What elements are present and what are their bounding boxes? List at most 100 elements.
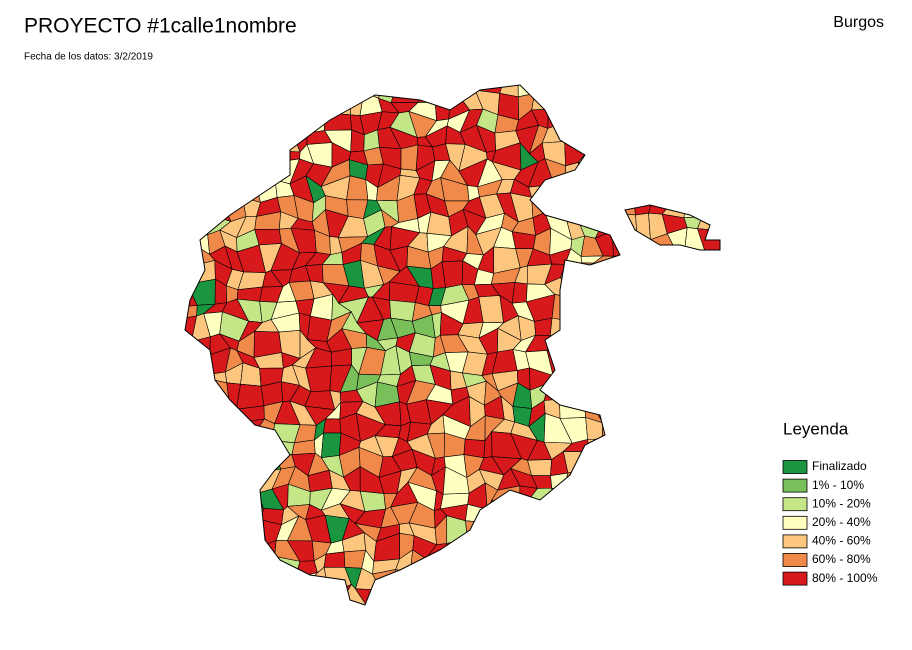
municipality <box>400 144 419 171</box>
municipality <box>185 347 211 376</box>
municipality <box>253 123 281 154</box>
municipality <box>549 583 571 605</box>
municipality <box>581 262 605 290</box>
municipality <box>628 300 651 324</box>
municipality <box>203 551 222 569</box>
municipality <box>562 503 581 527</box>
municipality <box>203 107 233 138</box>
municipality <box>525 519 553 546</box>
municipality <box>534 532 553 564</box>
municipality <box>423 601 452 605</box>
municipality <box>584 586 602 605</box>
municipality <box>223 505 240 529</box>
municipality <box>647 540 673 559</box>
municipality <box>581 124 597 155</box>
municipality <box>257 150 282 168</box>
municipality <box>617 552 641 580</box>
municipality <box>583 294 606 322</box>
municipality <box>474 584 505 605</box>
municipality <box>615 566 641 596</box>
municipality <box>260 601 282 605</box>
municipality <box>650 164 674 185</box>
municipality <box>565 162 588 188</box>
municipality <box>253 112 281 138</box>
municipality <box>630 114 658 137</box>
municipality <box>696 566 714 594</box>
municipality <box>185 176 195 205</box>
municipality <box>713 587 720 605</box>
municipality <box>191 535 210 560</box>
municipality <box>663 413 683 438</box>
municipality <box>665 277 691 308</box>
municipality <box>596 519 617 546</box>
municipality <box>628 473 654 485</box>
municipality <box>698 431 720 455</box>
municipality <box>478 295 504 324</box>
municipality <box>601 465 614 489</box>
municipality <box>214 604 233 605</box>
municipality <box>593 574 618 588</box>
municipality <box>610 472 641 488</box>
municipality <box>411 601 426 605</box>
municipality <box>703 532 720 560</box>
municipality <box>564 185 588 205</box>
municipality <box>718 431 720 455</box>
municipality <box>408 590 432 605</box>
municipality <box>610 399 635 425</box>
municipality <box>681 447 700 477</box>
municipality <box>579 549 598 576</box>
municipality <box>601 455 623 474</box>
municipality <box>185 96 193 121</box>
municipality <box>551 609 563 629</box>
municipality <box>190 499 215 527</box>
municipality <box>644 601 668 605</box>
municipality <box>584 466 607 489</box>
municipality <box>687 363 696 393</box>
municipality <box>206 451 231 470</box>
municipality <box>645 315 674 342</box>
municipality <box>577 96 605 115</box>
municipality <box>696 328 719 358</box>
municipality <box>534 317 553 336</box>
municipality <box>561 534 587 563</box>
municipality <box>687 142 704 172</box>
municipality <box>646 371 664 385</box>
municipality <box>627 102 648 118</box>
municipality <box>703 549 720 568</box>
municipality <box>460 602 483 605</box>
municipality <box>185 395 191 427</box>
municipality <box>618 102 632 116</box>
municipality <box>242 585 266 605</box>
municipality <box>611 194 636 216</box>
municipality <box>243 85 263 96</box>
municipality <box>430 567 449 596</box>
municipality <box>664 540 693 559</box>
municipality <box>613 339 638 355</box>
municipality <box>186 416 214 439</box>
municipality <box>186 116 213 137</box>
municipality <box>185 474 197 495</box>
municipality <box>564 197 578 218</box>
municipality <box>650 506 668 527</box>
municipality <box>465 520 484 540</box>
municipality <box>712 549 720 573</box>
municipality <box>185 330 192 349</box>
municipality <box>627 261 658 283</box>
municipality <box>222 584 249 605</box>
municipality <box>682 498 706 527</box>
municipality <box>678 277 700 302</box>
municipality <box>550 487 569 510</box>
municipality <box>240 555 256 572</box>
municipality <box>660 453 687 469</box>
municipality <box>665 586 681 603</box>
municipality <box>583 382 606 409</box>
municipality <box>253 556 276 572</box>
municipality <box>681 85 704 99</box>
municipality <box>203 93 232 118</box>
municipality <box>513 594 535 605</box>
municipality <box>647 515 668 543</box>
municipality <box>717 517 720 540</box>
municipality <box>287 607 315 625</box>
municipality <box>495 552 517 580</box>
municipality <box>558 382 586 408</box>
